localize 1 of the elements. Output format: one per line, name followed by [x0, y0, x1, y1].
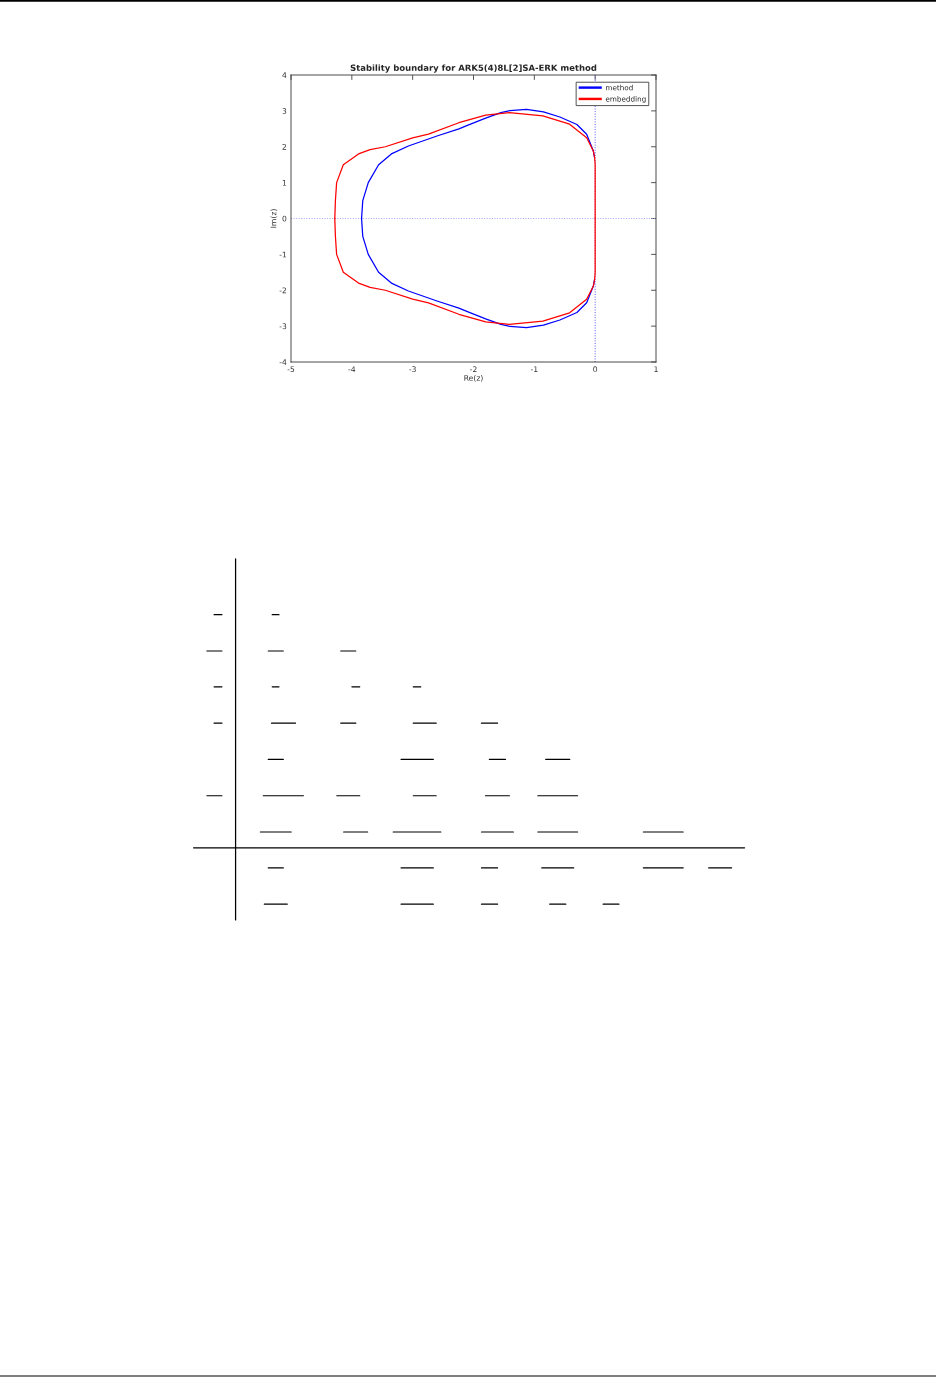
chart-title: Stability boundary for ARK5(4)8L[2]SA-ERK method: [350, 64, 597, 73]
